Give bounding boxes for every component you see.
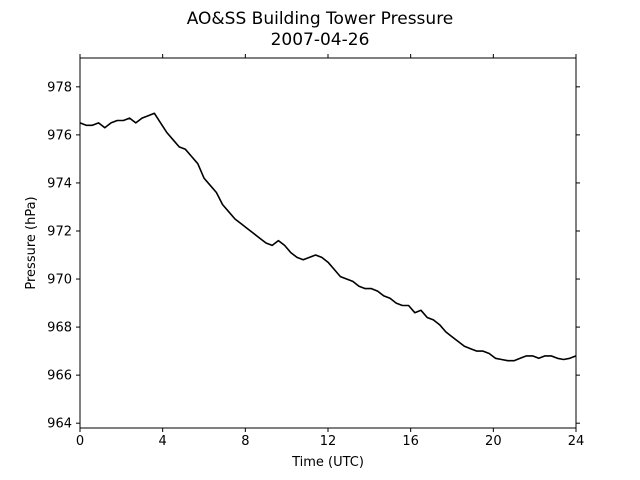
x-tick-label: 8 <box>241 434 249 449</box>
chart-subtitle: 2007-04-26 <box>271 30 370 50</box>
chart-title: AO&SS Building Tower Pressure <box>187 9 454 29</box>
y-tick-label: 966 <box>47 369 72 384</box>
y-tick-label: 976 <box>47 128 72 143</box>
y-tick-label: 968 <box>47 321 72 336</box>
x-tick-label: 24 <box>568 434 585 449</box>
y-tick-label: 972 <box>47 224 72 239</box>
y-tick-label: 974 <box>47 176 72 191</box>
x-axis-label: Time (UTC) <box>291 455 364 470</box>
x-tick-label: 4 <box>159 434 167 449</box>
y-tick-label: 978 <box>47 80 72 95</box>
y-axis-label: Pressure (hPa) <box>24 196 39 289</box>
axis-tick-labels: 0 4 8 12 16 20 24 964 966 968 970 972 974 976 978 <box>47 80 584 449</box>
axis-ticks <box>76 54 580 432</box>
x-tick-label: 16 <box>402 434 419 449</box>
y-tick-label: 970 <box>47 273 72 288</box>
y-tick-label: 964 <box>47 417 72 432</box>
x-tick-label: 0 <box>76 434 84 449</box>
plot-frame <box>79 57 577 429</box>
pressure-series-line <box>79 112 577 362</box>
x-tick-label: 12 <box>320 434 337 449</box>
x-tick-label: 20 <box>485 434 502 449</box>
